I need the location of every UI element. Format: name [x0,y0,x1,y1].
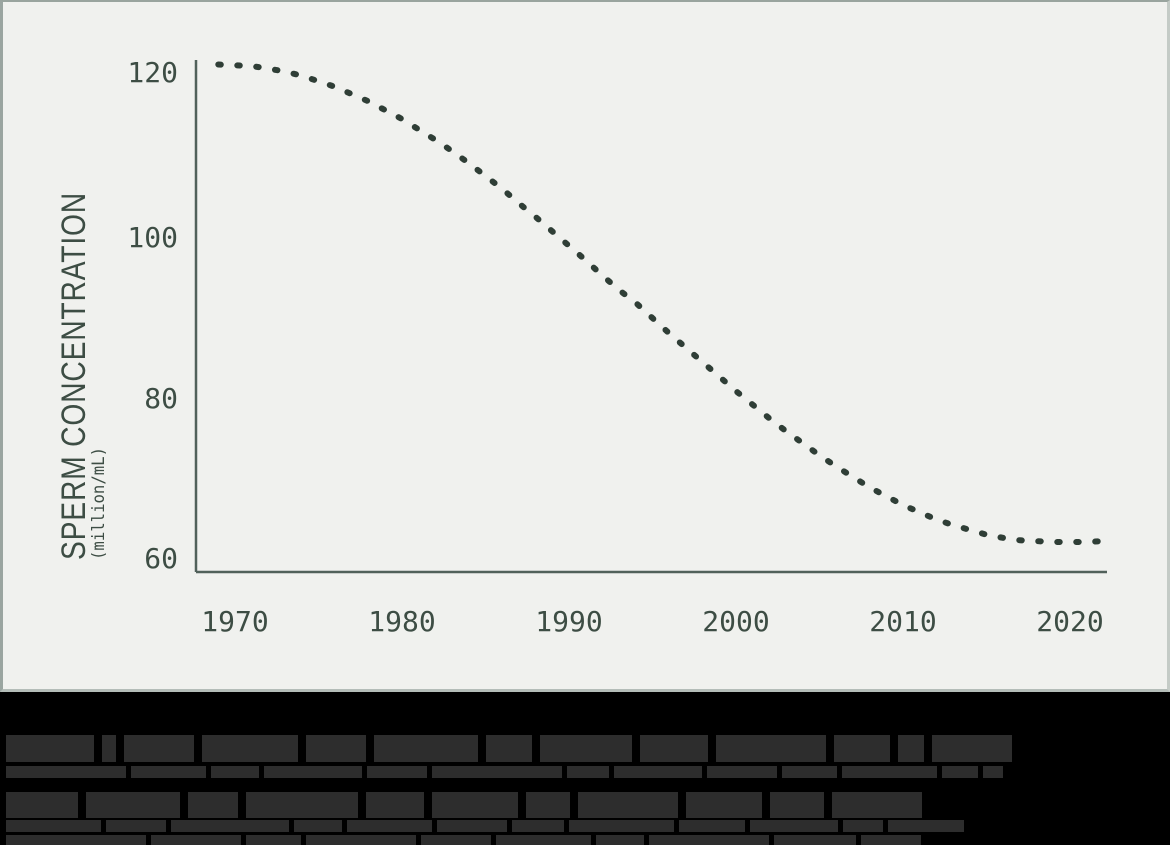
x-tick-label: 2010 [869,605,936,638]
redacted-text-bar [640,735,708,762]
redacted-text-bar [512,820,564,832]
x-tick-label: 1990 [535,605,602,638]
redacted-text-bar [171,820,289,832]
x-tick-label: 1980 [368,605,435,638]
redacted-text-bar [437,820,507,832]
redacted-text-bar [131,766,206,778]
redacted-text-bar [888,820,964,832]
redacted-text-bar [432,792,518,818]
redacted-text-bar [898,735,924,762]
concentration-trend-dotted-line [215,61,1107,545]
caption-line [6,735,1020,762]
x-tick-label: 2020 [1036,605,1103,638]
redacted-text-bar [264,766,362,778]
redacted-text-bar [770,792,824,818]
redacted-text-bar [6,766,126,778]
redacted-text-bar [567,766,609,778]
redacted-text-bar [306,735,366,762]
redacted-text-bar [716,735,826,762]
redacted-text-bar [124,735,194,762]
redacted-text-bar [106,820,166,832]
redacted-text-bar [834,735,890,762]
redacted-text-bar [861,835,921,845]
redacted-text-bar [596,835,644,845]
caption-line [6,820,969,832]
redacted-text-bar [496,835,591,845]
y-tick-label: 60 [144,542,178,575]
redacted-text-bar [774,835,856,845]
redacted-text-bar [942,766,978,778]
redacted-text-bar [86,792,180,818]
redacted-text-bar [6,735,94,762]
redacted-text-bar [432,766,562,778]
redacted-text-bar [983,766,1003,778]
x-tick-label: 2000 [702,605,769,638]
redacted-text-bar [211,766,259,778]
redacted-text-bar [782,766,837,778]
redacted-text-bar [649,835,769,845]
redacted-text-bar [526,792,570,818]
redacted-text-bar [932,735,1012,762]
redacted-text-bar [569,820,674,832]
redacted-text-bar [347,820,432,832]
redacted-text-bar [832,792,922,818]
y-tick-label: 80 [144,382,178,415]
redacted-text-bar [686,792,762,818]
redacted-text-bar [679,820,745,832]
x-tick-label: 1970 [201,605,268,638]
redacted-text-bar [374,735,478,762]
redacted-text-bar [366,792,424,818]
caption-line [6,766,1008,778]
y-axis-title: SPERM CONCENTRATION [55,192,93,560]
redacted-text-bar [202,735,298,762]
y-tick-label: 100 [127,221,178,254]
redacted-text-bar [578,792,678,818]
redacted-text-bar [842,766,937,778]
caption-footer [0,692,1170,845]
redacted-text-bar [6,792,78,818]
redacted-text-bar [367,766,427,778]
caption-line [6,835,926,845]
y-tick-label: 120 [127,56,178,89]
caption-line [6,792,930,818]
redacted-text-bar [540,735,632,762]
redacted-text-bar [486,735,532,762]
redacted-text-bar [614,766,702,778]
redacted-text-bar [6,820,101,832]
y-axis-unit-label: (million/mL) [89,447,109,560]
chart-card: 120 100 80 60 1970 1980 1990 2000 2010 2… [0,0,1170,692]
redacted-text-bar [102,735,116,762]
redacted-text-bar [6,835,146,845]
redacted-text-bar [188,792,238,818]
redacted-text-bar [246,835,301,845]
redacted-text-bar [246,792,358,818]
redacted-text-bar [707,766,777,778]
redacted-text-bar [151,835,241,845]
sperm-concentration-chart: 120 100 80 60 1970 1980 1990 2000 2010 2… [55,56,1107,638]
redacted-text-bar [750,820,838,832]
redacted-text-bar [421,835,491,845]
redacted-text-bar [294,820,342,832]
redacted-text-bar [843,820,883,832]
redacted-text-bar [306,835,416,845]
